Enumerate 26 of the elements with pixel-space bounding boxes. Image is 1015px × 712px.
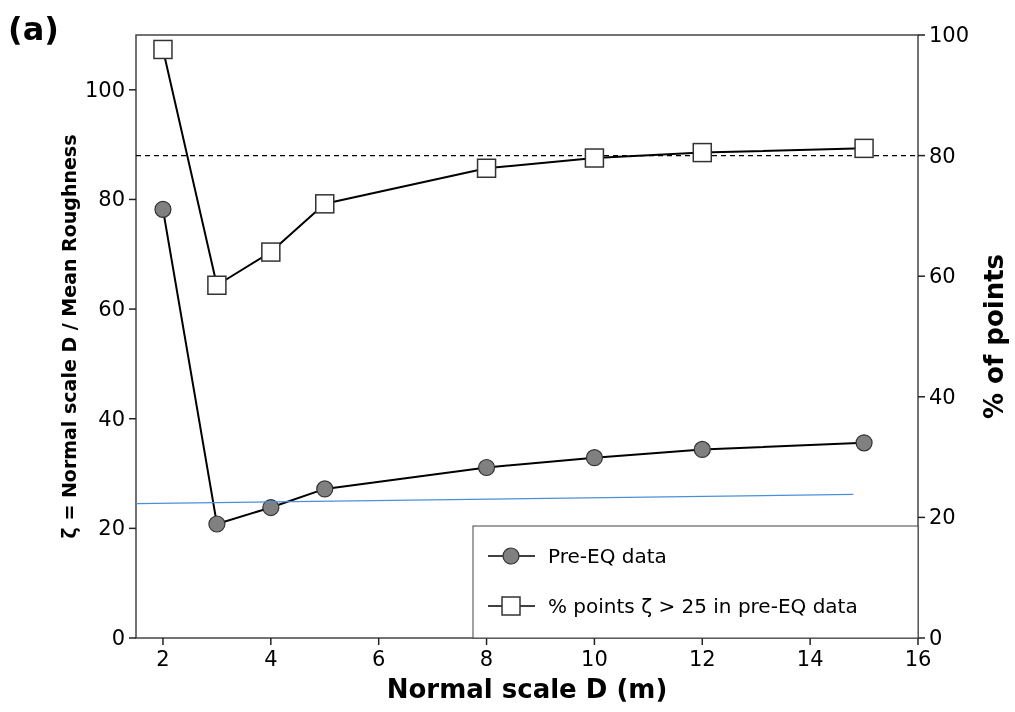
x-tick-label: 12 [688,647,716,671]
y-tick-label: 100 [84,77,125,102]
y-tick-label: 80 [98,187,125,212]
y2-tick-label: 100 [929,23,970,47]
chart-title: (a) [8,10,59,48]
y2-tick-label: 20 [929,505,956,530]
legend-label: Pre-EQ data [548,544,667,568]
y2-tick-label: 60 [929,264,956,289]
y-axis-title: ζ = Normal scale D / Mean Roughness [58,134,80,539]
x-tick-label: 16 [904,647,932,671]
y-tick-label: 60 [98,297,125,322]
x-tick-label: 2 [156,647,170,671]
y2-tick-label: 0 [929,626,943,650]
x-tick-label: 8 [479,647,494,671]
y2-tick-label: 80 [929,143,956,168]
x-tick-label: 10 [581,647,608,671]
x-tick-label: 4 [264,647,278,671]
y-tick-label: 40 [98,406,125,431]
x-axis-title: Normal scale D (m) [386,674,668,704]
x-tick-label: 6 [372,647,386,671]
y-tick-label: 20 [98,516,125,541]
y-tick-label: 0 [111,626,125,650]
y2-axis-title: % of points [979,253,1009,420]
legend-label: % points ζ > 25 in pre-EQ data [548,594,858,618]
y2-tick-label: 40 [929,384,956,409]
x-tick-label: 14 [796,647,824,671]
